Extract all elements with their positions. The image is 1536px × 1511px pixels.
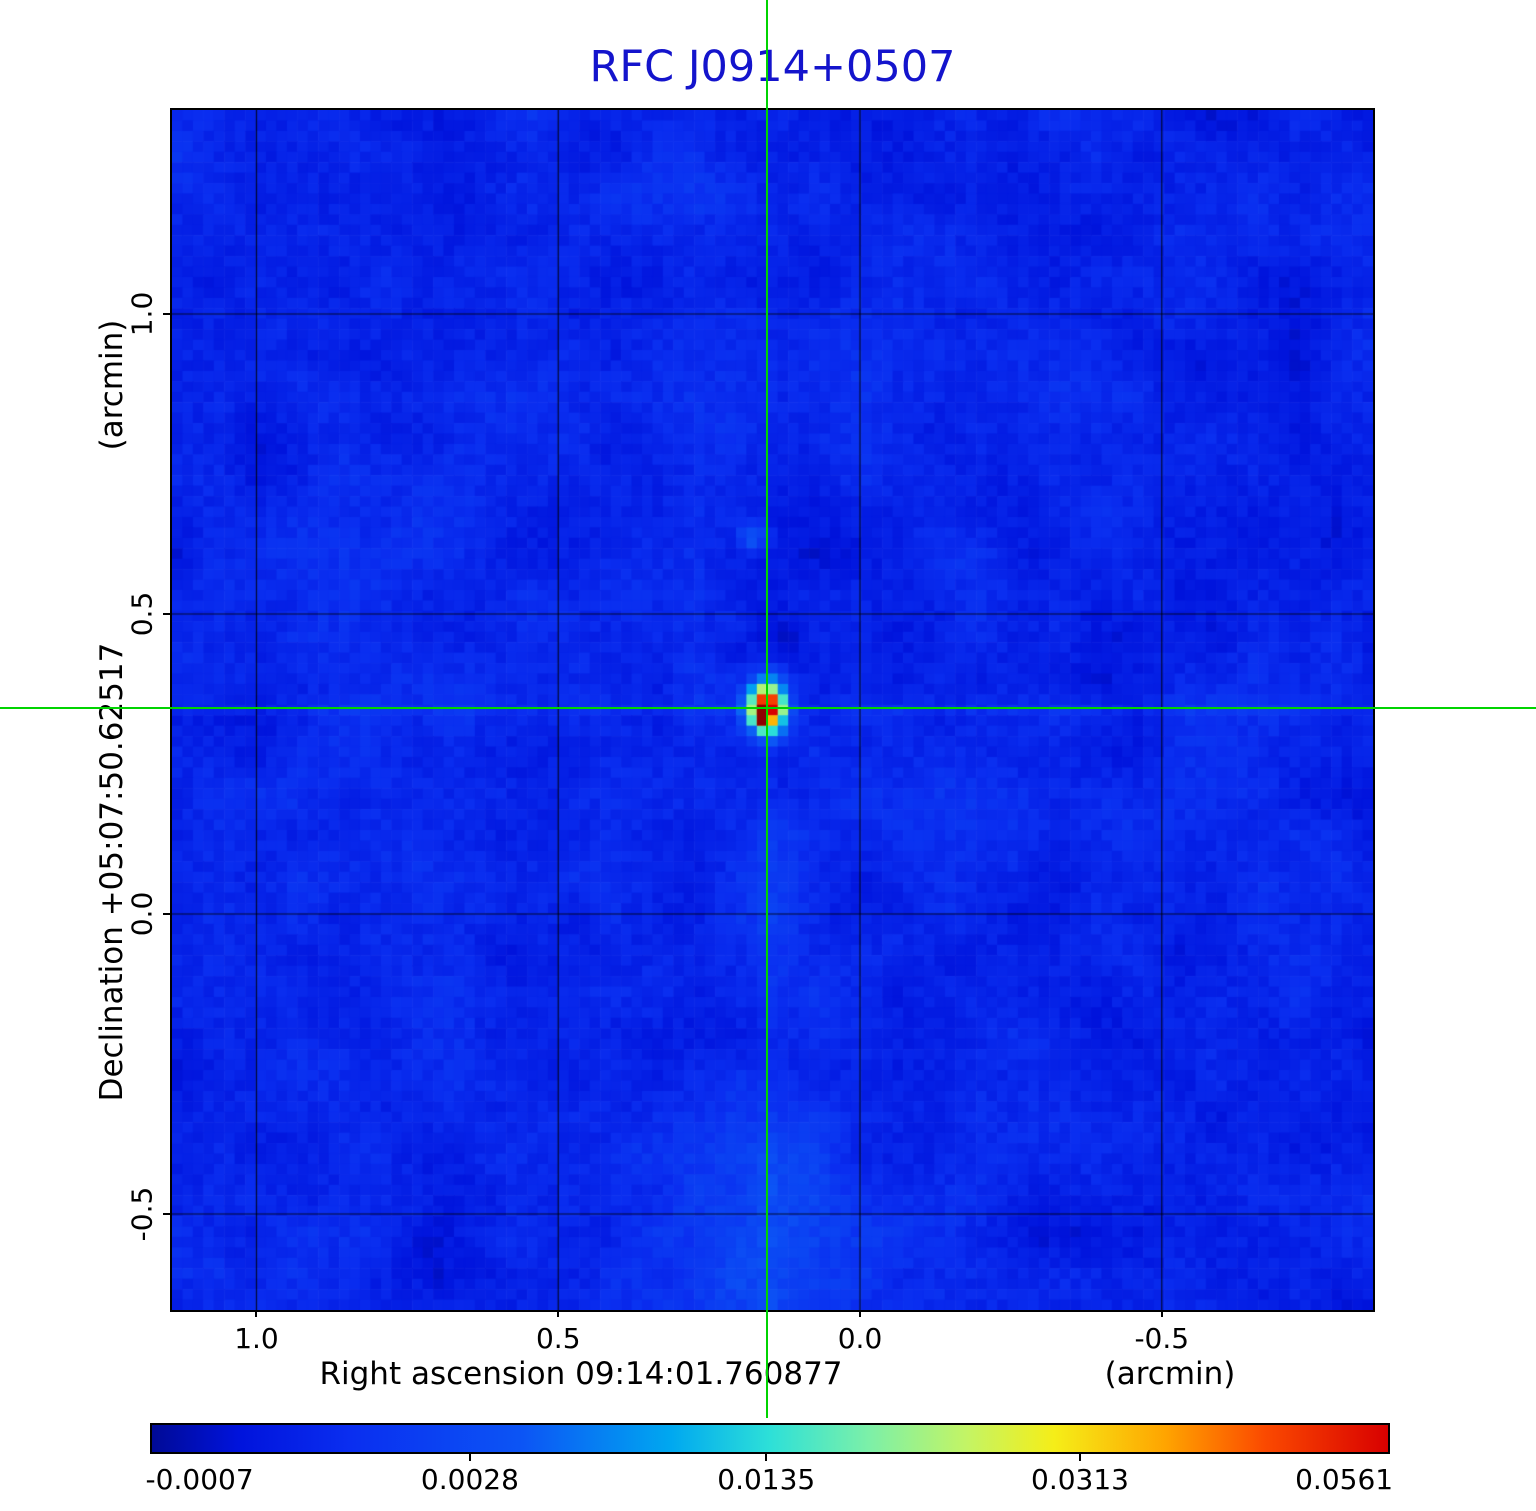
y-tick-mark [163, 913, 170, 915]
crosshair-horizontal-line [0, 706, 1536, 709]
radio-sky-map-image [172, 110, 1373, 1310]
x-tick-mark [255, 1310, 258, 1317]
y-tick-mark [163, 313, 170, 315]
colorbar [150, 1423, 1390, 1454]
colorbar-tick-label: 0.0313 [1031, 1463, 1129, 1496]
colorbar-tick-mark [765, 1454, 768, 1461]
crosshair-vertical-line [766, 0, 769, 1418]
x-tick-mark [859, 1310, 861, 1317]
colorbar-tick-label: 0.0028 [420, 1463, 519, 1496]
y-axis-unit: (arcmin) [94, 319, 130, 451]
x-tick-mark [1160, 1310, 1163, 1317]
y-tick-label: 0.5 [125, 591, 159, 637]
x-tick-label: 1.0 [234, 1322, 279, 1355]
y-axis-label: Declination +05:07:50.62517 [94, 642, 130, 1102]
colorbar-tick-label: 0.0561 [1295, 1463, 1394, 1496]
x-tick-label: 0.5 [535, 1322, 581, 1355]
x-tick-label: 0.0 [837, 1322, 883, 1355]
colorbar-tick-label: -0.0007 [145, 1463, 254, 1496]
x-axis-label: Right ascension 09:14:01.760877 [319, 1356, 843, 1392]
x-axis-unit: (arcmin) [1104, 1356, 1236, 1392]
colorbar-tick-mark [468, 1454, 471, 1461]
colorbar-tick-label: 0.0135 [717, 1463, 816, 1496]
y-tick-label: 1.0 [125, 291, 159, 337]
y-tick-mark [163, 613, 170, 615]
y-tick-label: -0.5 [125, 1186, 159, 1242]
y-tick-mark [163, 1213, 170, 1215]
x-tick-label: -0.5 [1134, 1322, 1190, 1355]
y-tick-label: 0.0 [125, 891, 159, 937]
plot-title: RFC J0914+0507 [589, 42, 956, 92]
x-tick-mark [557, 1310, 560, 1317]
colorbar-tick-mark [1079, 1454, 1081, 1461]
